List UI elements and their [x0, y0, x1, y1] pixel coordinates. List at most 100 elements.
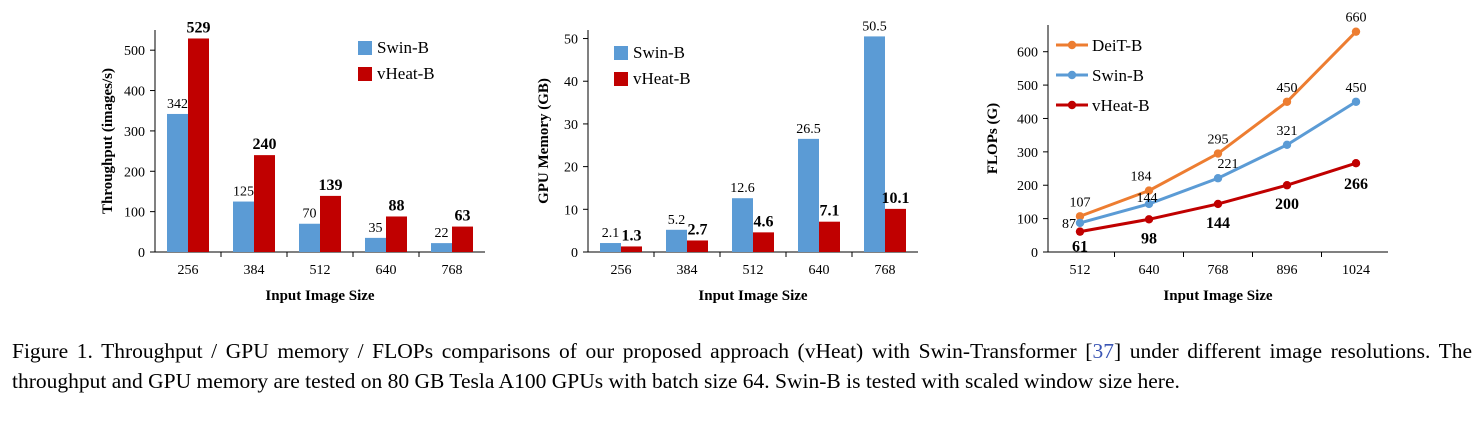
- bar-vheat-b: [386, 216, 407, 252]
- data-label-swin-b: 22: [435, 226, 449, 241]
- y-tick-label: 200: [1017, 179, 1038, 194]
- caption-citation-link[interactable]: 37: [1092, 339, 1114, 363]
- y-tick-label: 20: [564, 161, 578, 176]
- data-label-swin-b: 321: [1277, 124, 1298, 139]
- data-label-swin-b: 12.6: [730, 181, 755, 196]
- legend-swatch: [614, 46, 628, 60]
- data-label-vheat-b: 4.6: [754, 213, 774, 230]
- point-deit-b: [1144, 186, 1154, 195]
- x-tick-label: 384: [244, 263, 265, 278]
- x-tick-label: 384: [677, 263, 698, 278]
- x-tick-label: 896: [1277, 263, 1298, 278]
- data-label-swin-b: 125: [233, 185, 254, 200]
- chart-3: 0 100 200 300 400 500 600 FLOPs (G) Input Image …: [985, 11, 1388, 304]
- y-tick-label: 300: [124, 125, 145, 140]
- point-deit-b: [1282, 97, 1292, 106]
- x-axis-title: Input Image Size: [698, 288, 808, 304]
- x-tick-label: 640: [376, 263, 397, 278]
- y-tick-label: 500: [124, 44, 145, 59]
- bar-swin-b: [233, 201, 254, 252]
- y-tick-label: 300: [1017, 146, 1038, 161]
- data-label-deit-b: 184: [1131, 170, 1152, 185]
- x-axis-title: Input Image Size: [265, 288, 375, 304]
- bar-swin-b: [431, 243, 452, 252]
- data-label-vheat-b: 529: [187, 19, 211, 36]
- y-tick-label: 0: [1031, 246, 1038, 261]
- caption-text-2: ] under different image resolutions. The…: [12, 339, 1472, 393]
- legend-label: Swin-B: [1092, 66, 1144, 85]
- x-tick-label: 640: [1139, 263, 1160, 278]
- bar-vheat-b: [621, 246, 642, 252]
- point-deit-b: [1351, 27, 1361, 36]
- point-swin-b: [1144, 199, 1154, 209]
- y-tick-label: 10: [564, 203, 578, 218]
- y-tick-label: 30: [564, 118, 578, 133]
- bar-vheat-b: [885, 208, 906, 252]
- data-label-vheat-b: 240: [253, 136, 277, 153]
- data-label-swin-b: 5.2: [668, 213, 686, 228]
- bar-vheat-b: [452, 226, 473, 252]
- bar-vheat-b: [320, 195, 341, 252]
- point-vheat-b: [1075, 227, 1085, 236]
- point-swin-b: [1282, 140, 1292, 150]
- bar-vheat-b: [188, 38, 209, 252]
- point-swin-b: [1213, 174, 1223, 183]
- data-label-swin-b: 144: [1137, 191, 1158, 206]
- data-label-vheat-b: 2.7: [688, 221, 708, 238]
- legend-swatch: [614, 72, 628, 86]
- bar-swin-b: [798, 138, 819, 252]
- point-deit-b: [1213, 149, 1223, 158]
- data-label-swin-b: 87: [1062, 217, 1076, 232]
- data-label-swin-b: 50.5: [862, 19, 887, 34]
- data-label-vheat-b: 139: [319, 177, 343, 194]
- x-tick-label: 256: [178, 263, 199, 278]
- series-line-deit-b: [1079, 30, 1358, 218]
- data-label-swin-b: 342: [167, 97, 188, 112]
- y-tick-label: 100: [1017, 213, 1038, 228]
- bar-vheat-b: [254, 155, 275, 252]
- chart-1: 0 100 200 300 400 500 Throughput (images/s) Inp…: [100, 19, 485, 304]
- bar-swin-b: [732, 198, 753, 252]
- y-tick-label: 500: [1017, 79, 1038, 94]
- data-label-deit-b: 107: [1070, 195, 1091, 210]
- y-tick-label: 0: [138, 246, 145, 261]
- data-label-vheat-b: 7.1: [820, 203, 840, 220]
- y-tick-label: 40: [564, 75, 578, 90]
- x-tick-label: 512: [310, 263, 331, 278]
- legend-label: Swin-B: [377, 38, 429, 57]
- legend-swatch-marker: [1067, 40, 1077, 50]
- legend-label: vHeat-B: [377, 64, 435, 83]
- point-vheat-b: [1282, 181, 1292, 190]
- data-label-vheat-b: 1.3: [622, 227, 642, 244]
- data-label-deit-b: 450: [1277, 81, 1298, 96]
- point-vheat-b: [1144, 215, 1154, 224]
- data-label-deit-b: 295: [1208, 133, 1229, 148]
- x-tick-label: 1024: [1342, 263, 1370, 278]
- data-label-vheat-b: 61: [1072, 239, 1088, 256]
- bar-swin-b: [864, 36, 885, 253]
- data-label-swin-b: 26.5: [796, 122, 821, 137]
- legend-swatch-marker: [1067, 100, 1077, 110]
- point-swin-b: [1351, 97, 1361, 106]
- point-vheat-b: [1351, 159, 1361, 168]
- legend-label: DeiT-B: [1092, 36, 1142, 55]
- bar-swin-b: [167, 113, 188, 252]
- legend-swatch-marker: [1067, 70, 1077, 80]
- y-tick-label: 50: [564, 33, 578, 48]
- figure: 0 100 200 300 400 500 Throughput (images/s) Inp…: [100, 11, 1388, 304]
- data-label-vheat-b: 98: [1141, 230, 1157, 247]
- figure-caption: Figure 1. Throughput / GPU memory / FLOP…: [12, 336, 1472, 396]
- chart-2: 0 10 20 30 40 50 GPU Memory (GB) Input Image Si…: [536, 19, 918, 304]
- data-label-vheat-b: 266: [1344, 176, 1368, 193]
- legend-label: vHeat-B: [633, 69, 691, 88]
- y-tick-label: 400: [1017, 112, 1038, 127]
- y-axis-title: Throughput (images/s): [100, 68, 116, 214]
- data-label-vheat-b: 63: [455, 208, 471, 225]
- data-label-swin-b: 35: [369, 221, 383, 236]
- data-label-deit-b: 660: [1346, 11, 1367, 26]
- bar-vheat-b: [753, 232, 774, 252]
- x-tick-label: 256: [611, 263, 632, 278]
- point-swin-b: [1075, 218, 1085, 228]
- x-axis-title: Input Image Size: [1163, 288, 1273, 304]
